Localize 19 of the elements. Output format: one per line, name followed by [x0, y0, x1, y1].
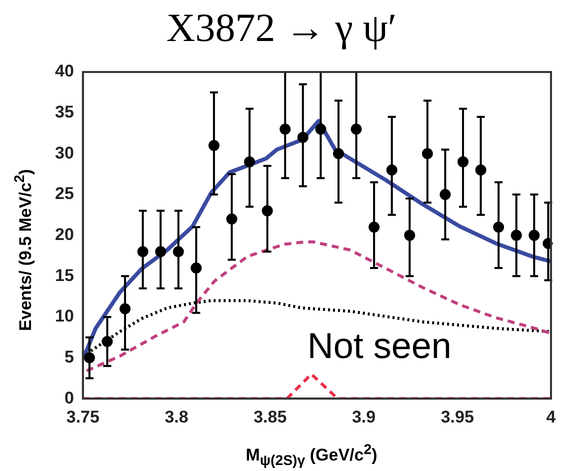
- x-tick-label: 4: [546, 407, 556, 426]
- y-tick-label: 30: [54, 143, 74, 162]
- y-tick-label: 0: [64, 388, 74, 408]
- y-tick-label: 35: [54, 102, 74, 122]
- chart-title: X3872 → γ ψ′: [165, 4, 398, 52]
- y-tick-label: 10: [54, 306, 74, 326]
- x-tick-label: 3.95: [440, 407, 474, 426]
- x-tick-label: 3.75: [66, 407, 100, 426]
- line-series: [85, 240, 551, 372]
- annotation: Not seen: [307, 325, 452, 366]
- x-axis-title: M$_{ψ(2S)γ}$ (GeV/c$^{2}$): [244, 442, 378, 469]
- y-tick-label: 40: [54, 62, 74, 81]
- y-tick-label: 20: [54, 224, 74, 244]
- x-tick-label: 3.85: [254, 407, 287, 426]
- y-tick-label: 5: [64, 347, 74, 366]
- x-tick-label: 3.9: [352, 407, 376, 426]
- x-tick-label: 3.8: [164, 407, 188, 426]
- y-tick-label: 25: [54, 184, 74, 204]
- y-tick-label: 15: [54, 266, 74, 285]
